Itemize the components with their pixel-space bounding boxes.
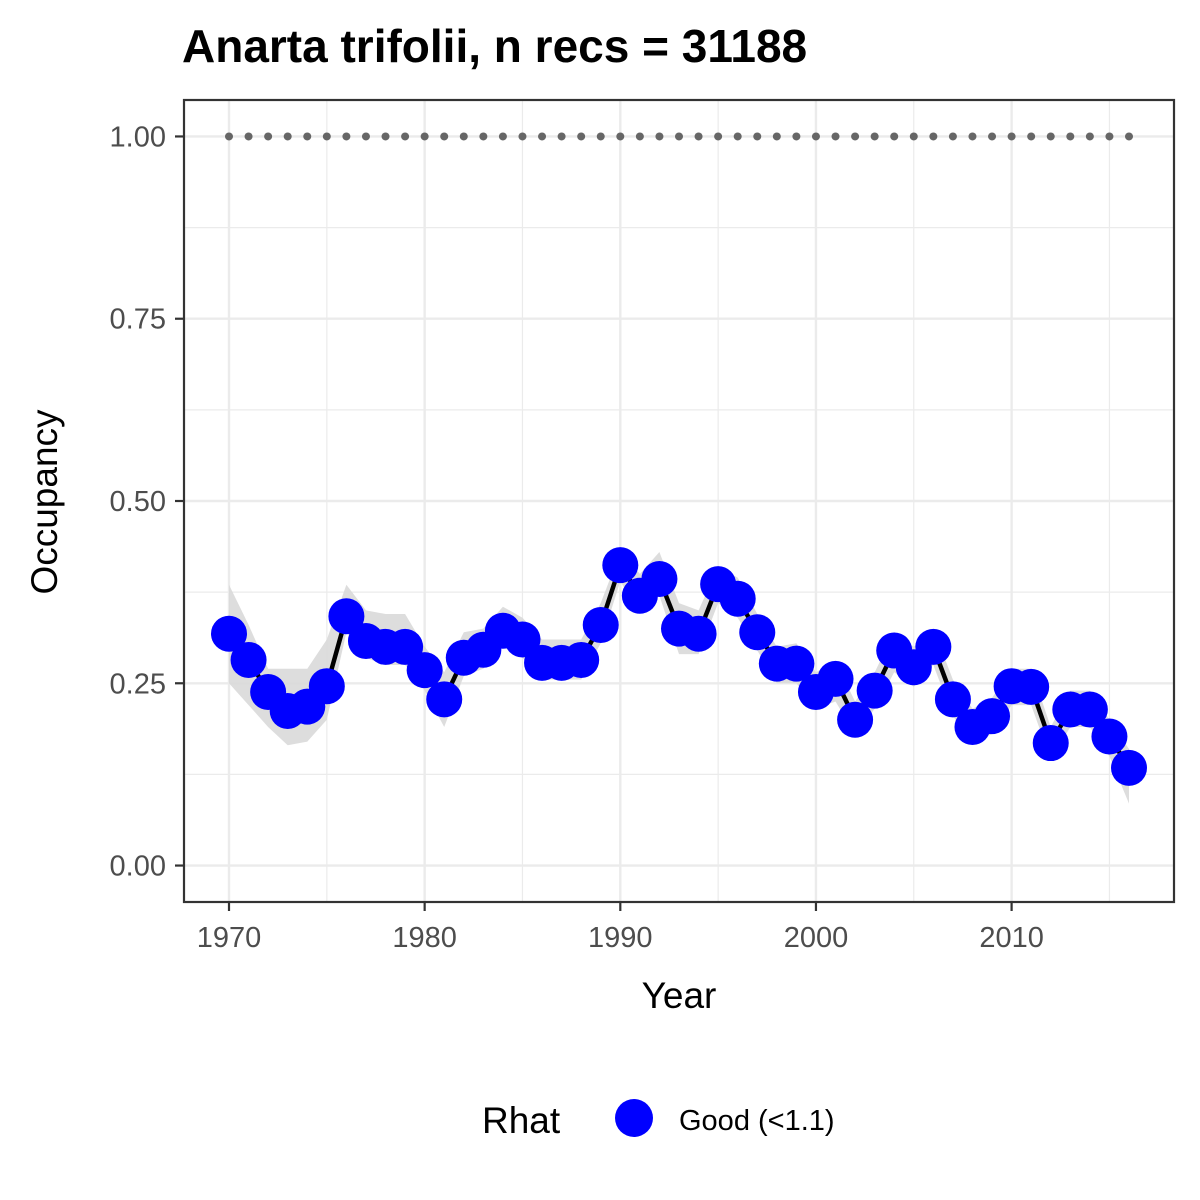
data-point (230, 641, 267, 678)
reference-dot (968, 132, 977, 141)
reference-dot (1007, 132, 1016, 141)
reference-dot (577, 132, 586, 141)
x-tick-label: 2000 (784, 922, 849, 954)
reference-dot (948, 132, 957, 141)
reference-dot (322, 132, 331, 141)
y-tick-label: 1.00 (110, 121, 166, 153)
reference-dot (792, 132, 801, 141)
reference-dot (1066, 132, 1075, 141)
data-point (328, 598, 365, 635)
data-point (1111, 749, 1147, 786)
data-point (739, 614, 776, 651)
x-tick-label: 1970 (197, 922, 262, 954)
reference-dot (596, 132, 605, 141)
reference-dot (303, 132, 312, 141)
data-point (856, 672, 893, 709)
reference-dot (929, 132, 938, 141)
data-point (817, 660, 854, 697)
reference-dot (1027, 132, 1036, 141)
reference-dot (244, 132, 253, 141)
reference-dot (420, 132, 429, 141)
data-point (308, 668, 345, 705)
reference-dot (1105, 132, 1114, 141)
data-point (934, 681, 971, 718)
data-point (974, 698, 1011, 735)
y-tick-label: 0.00 (110, 851, 166, 883)
reference-dot (909, 132, 918, 141)
data-point (680, 615, 717, 652)
reference-dot (479, 132, 488, 141)
reference-dot (851, 132, 860, 141)
reference-dot (401, 132, 410, 141)
chart-title: Anarta trifolii, n recs = 31188 (182, 20, 807, 72)
reference-dot (870, 132, 879, 141)
reference-dot (675, 132, 683, 141)
reference-dot (694, 132, 703, 141)
data-point (778, 645, 815, 682)
reference-dot (381, 132, 390, 141)
reference-dot (518, 132, 527, 141)
plot-panel: 1970 1980 1990 2000 2010 0.00 0.25 0.50 0.75 1.00 (110, 98, 1176, 954)
data-point (426, 681, 463, 718)
x-tick-label: 1980 (392, 922, 457, 954)
legend-title: Rhat (482, 1100, 561, 1141)
reference-dot (733, 132, 742, 141)
x-axis-title: Year (642, 975, 717, 1016)
confidence-ribbon (229, 552, 1129, 804)
legend-key-good (615, 1099, 653, 1137)
legend-label-good: Good (<1.1) (679, 1105, 835, 1137)
data-point (602, 547, 639, 584)
reference-dot (440, 132, 449, 141)
reference-dot (831, 132, 840, 141)
x-tick-label: 1990 (588, 922, 653, 954)
reference-dot (1046, 132, 1055, 141)
reference-dot (753, 132, 762, 141)
reference-dot (890, 132, 899, 141)
reference-dot (714, 132, 723, 141)
y-tick-label: 0.75 (110, 304, 166, 336)
data-point (582, 606, 619, 643)
data-point (563, 641, 600, 678)
data-point (719, 580, 756, 617)
reference-dot (361, 132, 370, 141)
reference-dot (811, 132, 820, 141)
reference-dot (616, 132, 625, 141)
reference-dot (557, 132, 566, 141)
data-point (1032, 725, 1069, 762)
reference-dot (635, 132, 644, 141)
data-point (406, 652, 443, 689)
reference-dot (342, 132, 351, 141)
reference-dot (459, 132, 468, 141)
reference-dot (988, 132, 997, 141)
y-tick-label: 0.25 (110, 668, 166, 700)
reference-dot (655, 132, 664, 141)
data-point (837, 701, 874, 738)
reference-dot (538, 132, 547, 141)
data-point (1071, 691, 1108, 728)
reference-dot (1085, 132, 1094, 141)
reference-dot (1125, 132, 1133, 141)
reference-dot (498, 132, 507, 141)
reference-dot (264, 132, 273, 141)
data-point (1013, 668, 1050, 705)
data-point (1091, 718, 1128, 755)
reference-dot (225, 132, 233, 141)
legend: Rhat Good (<1.1) (482, 1099, 835, 1141)
data-point (211, 615, 247, 652)
y-tick-label: 0.50 (110, 486, 166, 518)
reference-dot (772, 132, 781, 141)
reference-dot (283, 132, 292, 141)
x-tick-label: 2010 (979, 922, 1044, 954)
data-point (915, 628, 952, 665)
data-point (641, 561, 678, 598)
y-axis-title: Occupancy (24, 409, 65, 595)
